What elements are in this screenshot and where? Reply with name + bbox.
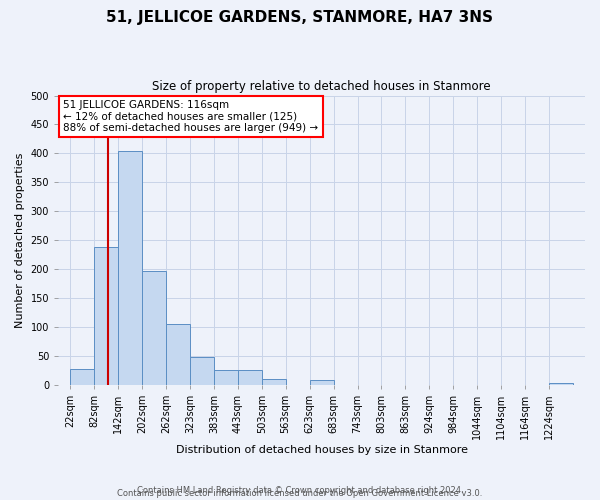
Bar: [310, 380, 334, 385]
X-axis label: Distribution of detached houses by size in Stanmore: Distribution of detached houses by size …: [176, 445, 467, 455]
Bar: [142, 271, 166, 385]
Bar: [549, 383, 573, 385]
Title: Size of property relative to detached houses in Stanmore: Size of property relative to detached ho…: [152, 80, 491, 93]
Bar: [190, 357, 214, 385]
Bar: [70, 370, 94, 385]
Bar: [214, 370, 238, 385]
Bar: [94, 247, 118, 385]
Y-axis label: Number of detached properties: Number of detached properties: [15, 152, 25, 328]
Bar: [262, 379, 286, 385]
Bar: [118, 150, 142, 385]
Text: Contains public sector information licensed under the Open Government Licence v3: Contains public sector information licen…: [118, 488, 482, 498]
Bar: [238, 370, 262, 385]
Text: Contains HM Land Registry data © Crown copyright and database right 2024.: Contains HM Land Registry data © Crown c…: [137, 486, 463, 495]
Bar: [166, 324, 190, 385]
Text: 51, JELLICOE GARDENS, STANMORE, HA7 3NS: 51, JELLICOE GARDENS, STANMORE, HA7 3NS: [107, 10, 493, 25]
Text: 51 JELLICOE GARDENS: 116sqm
← 12% of detached houses are smaller (125)
88% of se: 51 JELLICOE GARDENS: 116sqm ← 12% of det…: [64, 100, 319, 133]
